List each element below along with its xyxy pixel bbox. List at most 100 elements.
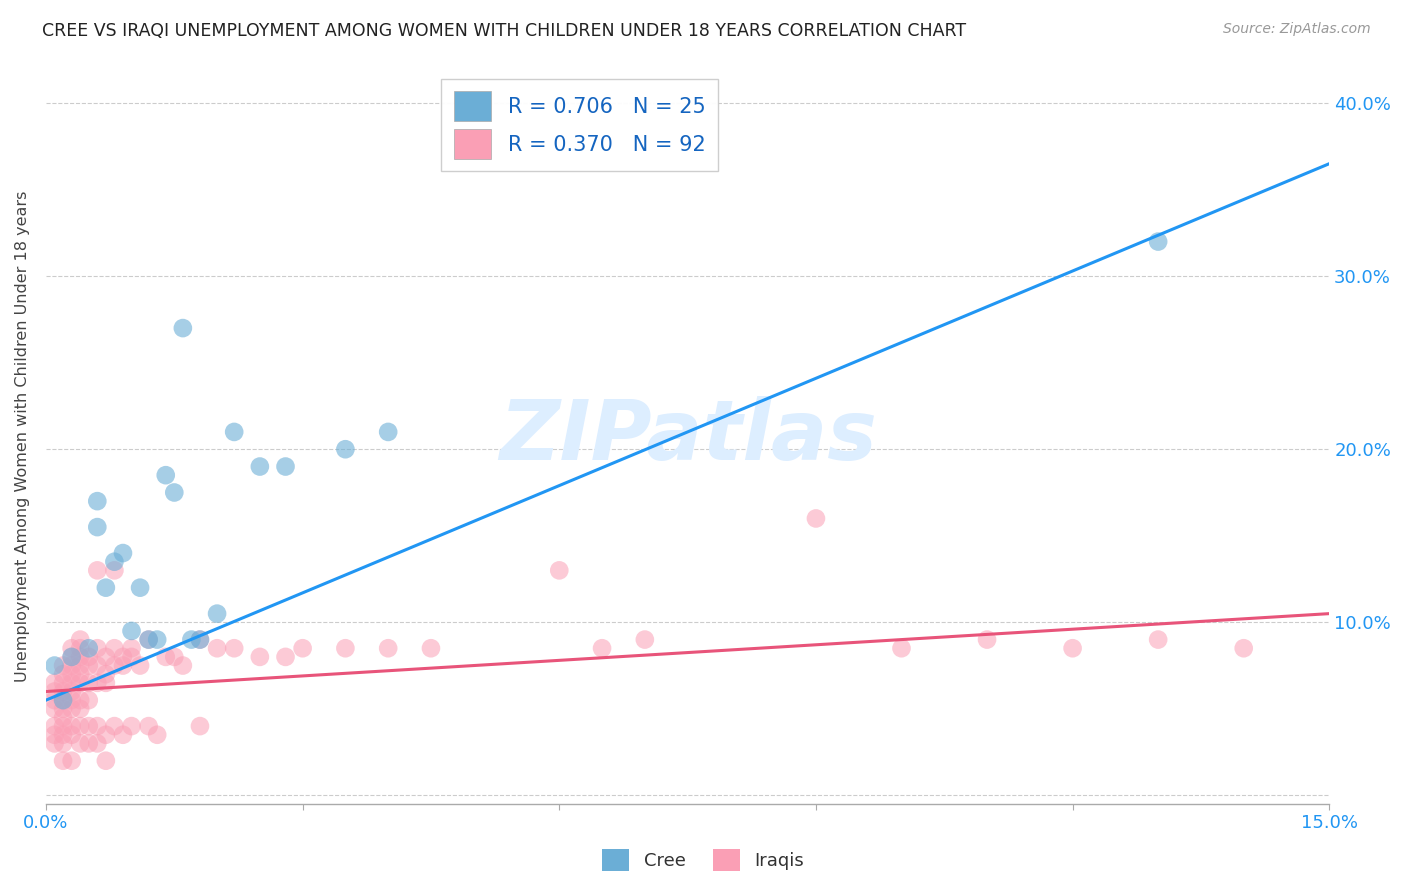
Point — [155, 649, 177, 664]
Text: CREE VS IRAQI UNEMPLOYMENT AMONG WOMEN WITH CHILDREN UNDER 18 YEARS CORRELATION : CREE VS IRAQI UNEMPLOYMENT AMONG WOMEN W… — [42, 22, 966, 40]
Point — [86, 494, 108, 508]
Point — [146, 728, 169, 742]
Point — [52, 693, 75, 707]
Point — [103, 658, 125, 673]
Point — [121, 649, 143, 664]
Text: Source: ZipAtlas.com: Source: ZipAtlas.com — [1223, 22, 1371, 37]
Point — [129, 581, 152, 595]
Point — [69, 702, 91, 716]
Point — [86, 563, 108, 577]
Point — [52, 719, 75, 733]
Point — [94, 676, 117, 690]
Point — [377, 641, 399, 656]
Point — [52, 702, 75, 716]
Point — [69, 649, 91, 664]
Point — [60, 693, 83, 707]
Point — [274, 459, 297, 474]
Point — [335, 442, 357, 457]
Point — [77, 649, 100, 664]
Point — [291, 641, 314, 656]
Point — [86, 641, 108, 656]
Point — [1147, 235, 1170, 249]
Point — [548, 563, 571, 577]
Y-axis label: Unemployment Among Women with Children Under 18 years: Unemployment Among Women with Children U… — [15, 191, 30, 682]
Point — [60, 649, 83, 664]
Point — [94, 649, 117, 664]
Point — [94, 728, 117, 742]
Point — [111, 649, 134, 664]
Point — [155, 468, 177, 483]
Point — [103, 641, 125, 656]
Point — [224, 641, 246, 656]
Point — [52, 684, 75, 698]
Point — [224, 425, 246, 439]
Point — [69, 667, 91, 681]
Point — [86, 719, 108, 733]
Point — [1147, 632, 1170, 647]
Point — [86, 658, 108, 673]
Point — [976, 632, 998, 647]
Point — [44, 702, 66, 716]
Point — [103, 719, 125, 733]
Point — [94, 667, 117, 681]
Point — [44, 658, 66, 673]
Point — [69, 719, 91, 733]
Point — [94, 754, 117, 768]
Point — [52, 658, 75, 673]
Point — [44, 719, 66, 733]
Point — [44, 736, 66, 750]
Point — [77, 693, 100, 707]
Point — [44, 684, 66, 698]
Point — [69, 641, 91, 656]
Point — [172, 321, 194, 335]
Point — [52, 676, 75, 690]
Point — [138, 632, 160, 647]
Point — [77, 658, 100, 673]
Point — [60, 728, 83, 742]
Point — [188, 719, 211, 733]
Point — [52, 754, 75, 768]
Point — [180, 632, 202, 647]
Legend: Cree, Iraqis: Cree, Iraqis — [595, 842, 811, 879]
Point — [188, 632, 211, 647]
Point — [94, 581, 117, 595]
Point — [77, 641, 100, 656]
Point — [69, 676, 91, 690]
Point — [103, 555, 125, 569]
Point — [44, 728, 66, 742]
Point — [121, 641, 143, 656]
Point — [249, 649, 271, 664]
Point — [60, 641, 83, 656]
Point — [129, 658, 152, 673]
Point — [634, 632, 657, 647]
Point — [205, 641, 228, 656]
Point — [205, 607, 228, 621]
Point — [377, 425, 399, 439]
Point — [249, 459, 271, 474]
Point — [44, 693, 66, 707]
Point — [52, 736, 75, 750]
Text: ZIPatlas: ZIPatlas — [499, 396, 876, 476]
Point — [60, 649, 83, 664]
Point — [60, 702, 83, 716]
Point — [274, 649, 297, 664]
Point — [60, 684, 83, 698]
Point — [60, 754, 83, 768]
Point — [60, 667, 83, 681]
Point — [138, 632, 160, 647]
Point — [77, 736, 100, 750]
Point — [1062, 641, 1084, 656]
Point — [121, 624, 143, 638]
Point — [60, 676, 83, 690]
Point — [103, 563, 125, 577]
Point — [591, 641, 613, 656]
Point — [172, 658, 194, 673]
Point — [69, 736, 91, 750]
Point — [52, 667, 75, 681]
Point — [890, 641, 912, 656]
Point — [52, 710, 75, 724]
Point — [77, 719, 100, 733]
Point — [163, 649, 186, 664]
Point — [69, 693, 91, 707]
Point — [111, 546, 134, 560]
